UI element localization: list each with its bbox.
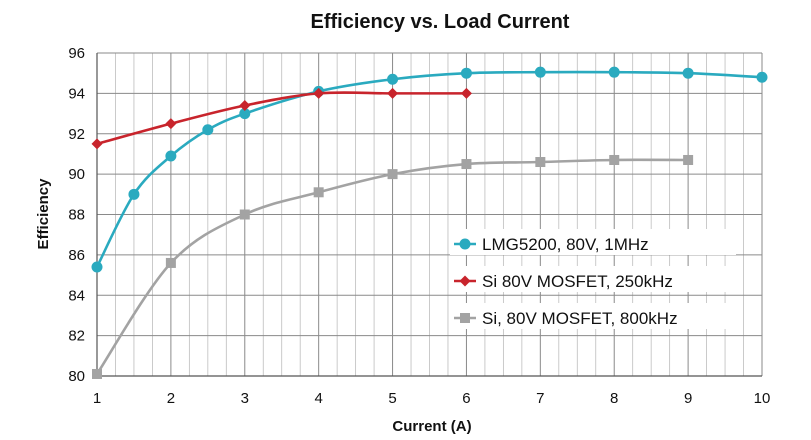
x-tick-label: 2 [167, 390, 175, 407]
data-point [92, 368, 102, 379]
legend-swatch-marker [459, 238, 471, 250]
data-point [387, 87, 399, 99]
legend-entry: Si 80V MOSFET, 250kHz [450, 266, 736, 292]
data-point [91, 261, 103, 273]
series-line [96, 91, 467, 146]
data-point [683, 154, 694, 165]
data-point [756, 71, 768, 83]
legend-entry-bg [450, 303, 736, 329]
legend-swatch-marker [460, 313, 470, 323]
legend-entry-bg [450, 229, 736, 255]
legend-label: Si 80V MOSFET, 250kHz [482, 272, 673, 291]
series-1 [91, 66, 768, 273]
y-tick-label: 88 [68, 207, 85, 224]
series-layer [91, 66, 768, 379]
data-point [460, 87, 472, 99]
data-point [535, 157, 546, 168]
y-tick-label: 86 [68, 247, 85, 264]
legend-swatch-marker [459, 275, 471, 287]
legend-entry: Si, 80V MOSFET, 800kHz [450, 303, 736, 329]
data-point [239, 99, 251, 111]
x-tick-label: 6 [462, 390, 470, 407]
x-tick-label: 10 [754, 390, 771, 407]
series-line [95, 70, 763, 268]
x-tick-label: 3 [241, 390, 249, 407]
data-point [313, 187, 324, 198]
legend-entry: LMG5200, 80V, 1MHz [450, 229, 736, 255]
x-axis-label: Current (A) [392, 418, 471, 435]
x-tick-label: 1 [93, 390, 101, 407]
y-tick-label: 92 [68, 126, 85, 143]
data-point [165, 257, 176, 268]
data-point [609, 154, 620, 165]
y-tick-label: 80 [68, 368, 85, 385]
data-point [239, 209, 250, 220]
data-point [387, 73, 399, 85]
chart-title: Efficiency vs. Load Current [311, 11, 570, 33]
y-tick-label: 96 [68, 45, 85, 62]
legend-entry-bg [450, 266, 736, 292]
data-point [202, 124, 214, 136]
series-2 [91, 87, 472, 150]
y-tick-label: 90 [68, 166, 85, 183]
data-point [682, 67, 694, 79]
data-point [91, 138, 103, 150]
x-tick-label: 9 [684, 390, 692, 407]
x-tick-label: 7 [536, 390, 544, 407]
data-point [165, 118, 177, 130]
x-tick-label: 4 [314, 390, 322, 407]
data-point [165, 150, 177, 162]
data-point [460, 67, 472, 79]
y-tick-label: 94 [68, 85, 85, 102]
legend-label: Si, 80V MOSFET, 800kHz [482, 309, 678, 328]
data-point [608, 66, 620, 78]
data-point [534, 66, 546, 78]
y-axis-label: Efficiency [35, 178, 52, 250]
data-point [461, 159, 472, 170]
x-tick-label: 5 [388, 390, 396, 407]
x-tick-label: 8 [610, 390, 618, 407]
y-tick-label: 84 [68, 287, 85, 304]
data-point [387, 169, 398, 180]
data-point [313, 87, 325, 99]
legend-label: LMG5200, 80V, 1MHz [482, 235, 649, 254]
y-tick-label: 82 [68, 328, 85, 345]
series-3 [92, 154, 694, 379]
legend: LMG5200, 80V, 1MHz Si 80V MOSFET, 250kHz S… [450, 229, 736, 329]
data-point [239, 108, 251, 120]
data-point [128, 188, 140, 200]
tick-labels: 1 2 3 4 5 6 7 8 9 10 80 82 84 86 88 90 92 94 96 [68, 45, 770, 407]
axes [96, 53, 762, 377]
